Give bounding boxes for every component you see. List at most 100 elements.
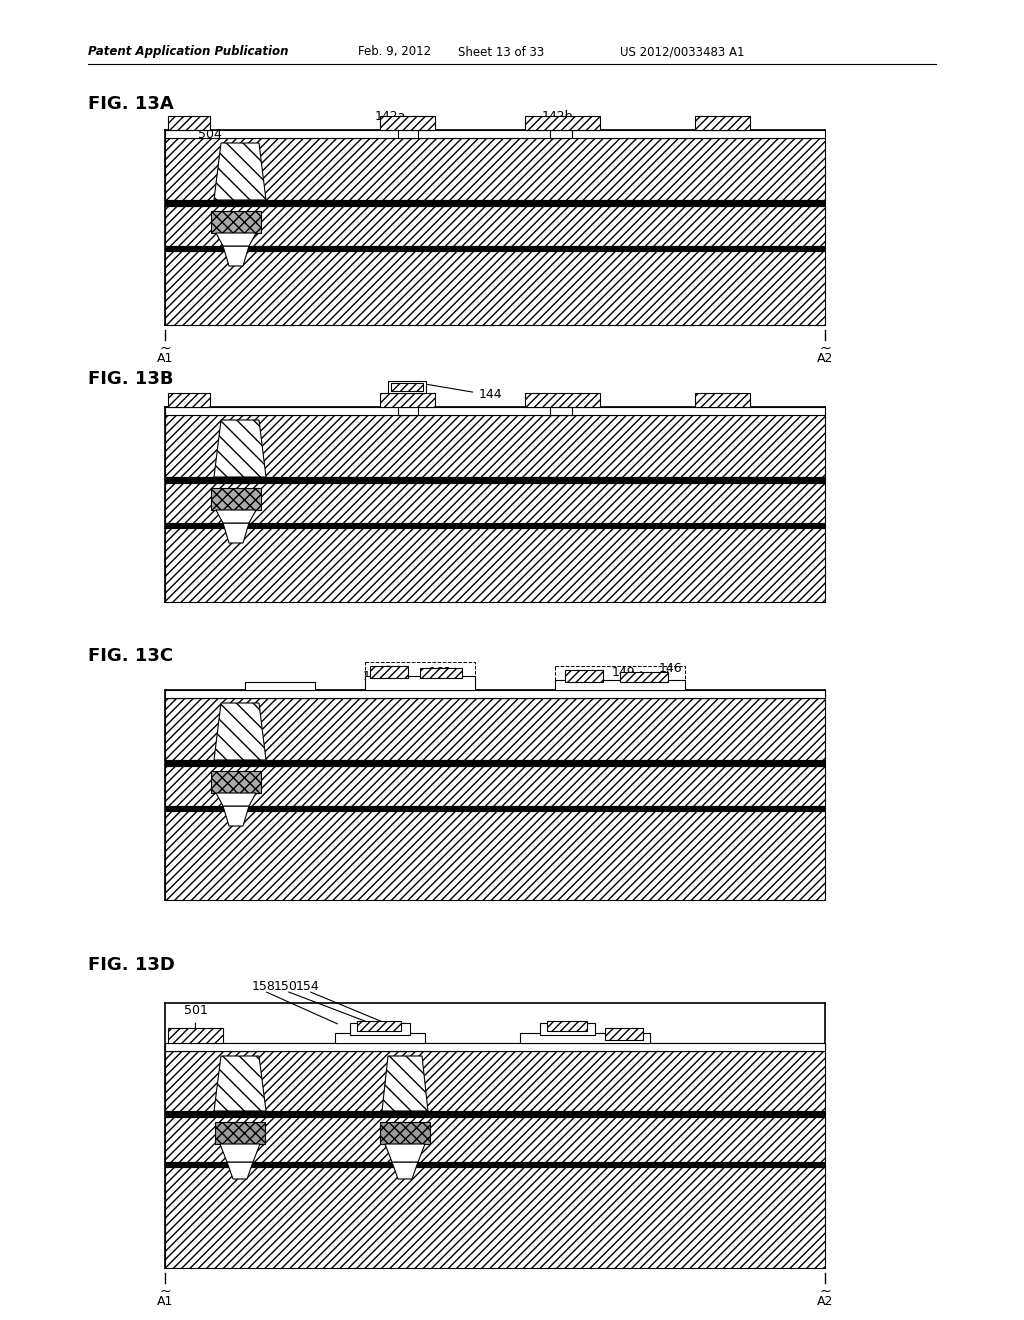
- Polygon shape: [216, 793, 256, 807]
- Bar: [605, 1028, 643, 1040]
- Text: ~: ~: [819, 1284, 830, 1299]
- Bar: [165, 766, 825, 807]
- Text: Feb. 9, 2012: Feb. 9, 2012: [358, 45, 431, 58]
- Text: 142a: 142a: [375, 111, 406, 124]
- Text: 162: 162: [428, 665, 452, 678]
- Text: 148: 148: [364, 665, 388, 684]
- Bar: [380, 393, 435, 407]
- Bar: [211, 488, 261, 510]
- Bar: [525, 393, 600, 407]
- Text: 144: 144: [410, 381, 502, 401]
- Bar: [165, 690, 825, 698]
- Polygon shape: [223, 807, 249, 826]
- Bar: [547, 1020, 587, 1031]
- Text: 154: 154: [296, 979, 319, 993]
- Bar: [388, 381, 426, 393]
- Text: 149: 149: [611, 665, 642, 678]
- Bar: [165, 690, 825, 698]
- Text: Patent Application Publication: Patent Application Publication: [88, 45, 289, 58]
- Bar: [165, 528, 825, 602]
- Polygon shape: [220, 1144, 260, 1162]
- Text: US 2012/0033483 A1: US 2012/0033483 A1: [620, 45, 744, 58]
- Text: 146: 146: [658, 663, 682, 676]
- Bar: [555, 680, 685, 690]
- Bar: [165, 129, 825, 139]
- Bar: [165, 1043, 825, 1051]
- Bar: [165, 1167, 825, 1269]
- Bar: [165, 246, 825, 251]
- Text: 164: 164: [565, 672, 589, 685]
- Text: 158: 158: [252, 979, 275, 993]
- Bar: [550, 129, 572, 139]
- Text: A2: A2: [817, 1295, 834, 1308]
- Bar: [165, 523, 825, 528]
- Bar: [165, 807, 825, 810]
- Polygon shape: [216, 234, 256, 246]
- Bar: [165, 1051, 825, 1111]
- Bar: [550, 407, 572, 414]
- Bar: [398, 407, 418, 414]
- Bar: [165, 407, 825, 414]
- Polygon shape: [214, 420, 266, 477]
- Bar: [165, 1117, 825, 1162]
- Bar: [165, 698, 825, 760]
- Bar: [525, 116, 600, 129]
- Polygon shape: [223, 523, 249, 543]
- Polygon shape: [392, 1162, 418, 1179]
- Polygon shape: [227, 1162, 253, 1179]
- Bar: [540, 1023, 595, 1035]
- Text: 501: 501: [184, 1005, 208, 1032]
- Bar: [420, 668, 462, 678]
- Bar: [211, 211, 261, 234]
- Bar: [165, 760, 825, 766]
- Polygon shape: [214, 1056, 266, 1111]
- Bar: [165, 206, 825, 246]
- Text: A1: A1: [157, 352, 173, 366]
- Bar: [365, 676, 475, 690]
- Bar: [165, 139, 825, 201]
- Bar: [165, 810, 825, 900]
- Polygon shape: [214, 704, 266, 760]
- Text: ~: ~: [819, 342, 830, 356]
- Bar: [165, 1043, 825, 1051]
- Bar: [357, 1020, 401, 1031]
- Bar: [555, 667, 685, 690]
- Bar: [365, 663, 475, 690]
- Bar: [165, 1162, 825, 1167]
- Text: A2: A2: [817, 352, 834, 366]
- Bar: [695, 393, 750, 407]
- Bar: [211, 771, 261, 793]
- Text: 150: 150: [274, 979, 298, 993]
- Bar: [245, 682, 315, 690]
- Bar: [565, 671, 603, 682]
- Bar: [165, 414, 825, 477]
- Bar: [620, 672, 668, 682]
- Bar: [165, 201, 825, 206]
- Polygon shape: [223, 246, 249, 267]
- Text: 142b: 142b: [542, 111, 572, 124]
- Bar: [215, 1122, 265, 1144]
- Text: FIG. 13C: FIG. 13C: [88, 647, 173, 665]
- Bar: [165, 1111, 825, 1117]
- Bar: [165, 251, 825, 325]
- Bar: [165, 477, 825, 483]
- Bar: [165, 483, 825, 523]
- Bar: [168, 116, 210, 129]
- Bar: [398, 129, 418, 139]
- Text: A1: A1: [157, 1295, 173, 1308]
- Text: FIG. 13D: FIG. 13D: [88, 956, 175, 974]
- Text: ~: ~: [159, 1284, 171, 1299]
- Text: FIG. 13B: FIG. 13B: [88, 370, 173, 388]
- Bar: [370, 667, 408, 678]
- Polygon shape: [216, 510, 256, 523]
- Text: 504: 504: [180, 117, 222, 141]
- Bar: [168, 393, 210, 407]
- Polygon shape: [382, 1056, 428, 1111]
- Bar: [520, 1034, 650, 1043]
- Bar: [335, 1034, 425, 1043]
- Bar: [380, 116, 435, 129]
- Text: FIG. 13A: FIG. 13A: [88, 95, 174, 114]
- Polygon shape: [385, 1144, 425, 1162]
- Bar: [380, 1122, 430, 1144]
- Polygon shape: [214, 143, 266, 201]
